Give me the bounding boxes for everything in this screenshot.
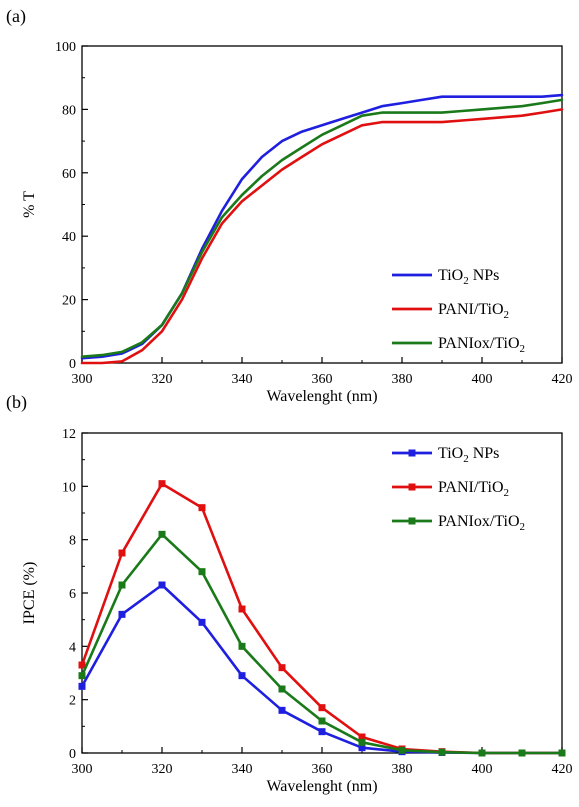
y-tick-label: 40 bbox=[62, 230, 76, 245]
y-tick-label: 20 bbox=[62, 294, 76, 309]
x-tick-label: 400 bbox=[472, 762, 493, 777]
data-point bbox=[318, 728, 326, 736]
x-axis-title: Wavelenght (nm) bbox=[266, 778, 377, 795]
data-point bbox=[238, 605, 246, 613]
panel-label: (b) bbox=[6, 392, 27, 413]
legend-label: TiO2 NPs bbox=[438, 267, 499, 287]
data-point bbox=[118, 581, 126, 589]
data-point bbox=[558, 749, 566, 757]
data-point bbox=[478, 749, 486, 757]
legend-marker bbox=[408, 483, 416, 491]
legend-label: PANIox/TiO2 bbox=[438, 335, 525, 355]
data-point bbox=[198, 568, 206, 576]
x-tick-label: 380 bbox=[392, 372, 413, 387]
x-tick-label: 360 bbox=[312, 372, 333, 387]
x-tick-label: 340 bbox=[232, 372, 253, 387]
data-point bbox=[398, 746, 406, 754]
data-point bbox=[158, 581, 166, 589]
data-point bbox=[118, 610, 126, 618]
x-tick-label: 320 bbox=[152, 762, 173, 777]
data-point bbox=[78, 661, 86, 669]
y-tick-label: 12 bbox=[62, 427, 76, 442]
y-tick-label: 100 bbox=[55, 40, 76, 55]
y-tick-label: 0 bbox=[69, 357, 76, 372]
legend-marker bbox=[408, 449, 416, 457]
x-tick-label: 420 bbox=[552, 372, 573, 387]
data-point bbox=[518, 749, 526, 757]
data-point bbox=[198, 504, 206, 512]
x-tick-label: 340 bbox=[232, 762, 253, 777]
y-axis-title: % T bbox=[21, 191, 38, 218]
data-point bbox=[118, 549, 126, 557]
data-point bbox=[198, 618, 206, 626]
data-point bbox=[78, 682, 86, 690]
data-point bbox=[158, 530, 166, 538]
data-point bbox=[78, 672, 86, 680]
y-tick-label: 8 bbox=[69, 534, 76, 549]
data-point bbox=[358, 738, 366, 746]
y-tick-label: 60 bbox=[62, 167, 76, 182]
legend-label: PANI/TiO2 bbox=[438, 479, 509, 499]
y-tick-label: 80 bbox=[62, 103, 76, 118]
data-point bbox=[318, 704, 326, 712]
data-point bbox=[358, 744, 366, 752]
x-tick-label: 400 bbox=[472, 372, 493, 387]
data-point bbox=[158, 480, 166, 488]
series-line bbox=[80, 108, 564, 365]
data-point bbox=[278, 706, 286, 714]
series-line bbox=[80, 583, 564, 755]
data-point bbox=[278, 685, 286, 693]
legend-label: PANIox/TiO2 bbox=[438, 513, 525, 533]
data-point bbox=[238, 672, 246, 680]
y-tick-label: 2 bbox=[69, 694, 76, 709]
legend-marker bbox=[408, 517, 416, 525]
series-line bbox=[80, 98, 564, 359]
x-tick-label: 300 bbox=[72, 762, 93, 777]
legend-label: TiO2 NPs bbox=[438, 445, 499, 465]
data-point bbox=[278, 664, 286, 672]
x-axis-title: Wavelenght (nm) bbox=[266, 388, 377, 405]
legend-label: PANI/TiO2 bbox=[438, 301, 509, 321]
y-axis-title: IPCE (%) bbox=[21, 562, 38, 625]
data-point bbox=[358, 733, 366, 741]
y-tick-label: 0 bbox=[69, 747, 76, 762]
x-tick-label: 420 bbox=[552, 762, 573, 777]
data-point bbox=[438, 748, 446, 756]
y-tick-label: 10 bbox=[62, 480, 76, 495]
x-tick-label: 300 bbox=[72, 372, 93, 387]
panel-a-transmittance-chart: 300 320 340 360 380 400 420 0 20 40 60 80 100 Wavelen… bbox=[6, 6, 573, 405]
y-tick-label: 6 bbox=[69, 587, 76, 602]
panel-label: (a) bbox=[6, 6, 26, 27]
x-tick-label: 320 bbox=[152, 372, 173, 387]
data-point bbox=[318, 717, 326, 725]
x-tick-label: 360 bbox=[312, 762, 333, 777]
data-point bbox=[238, 642, 246, 650]
x-tick-label: 380 bbox=[392, 762, 413, 777]
panel-b-ipce-chart: 300 320 340 360 380 400 420 0 2 4 6 8 10 12 Wavelenght… bbox=[6, 392, 573, 795]
y-tick-label: 4 bbox=[69, 640, 76, 655]
